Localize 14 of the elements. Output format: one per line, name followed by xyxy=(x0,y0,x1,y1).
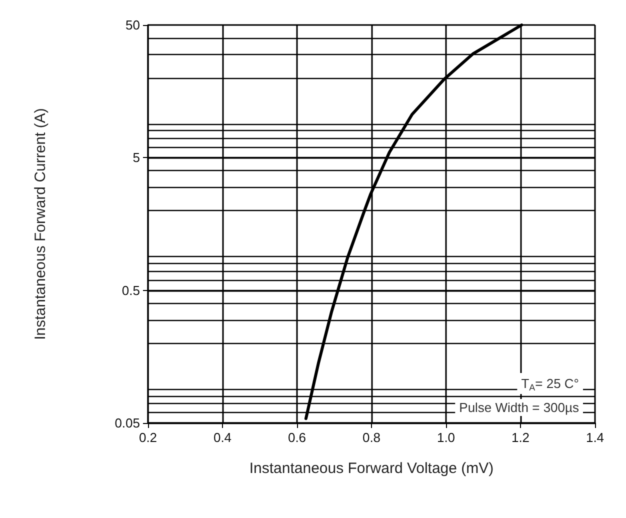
y-axis-title: Instantaneous Forward Current (A) xyxy=(32,108,49,340)
x-tick-label: 0.6 xyxy=(288,430,306,445)
x-tick-label: 0.2 xyxy=(138,430,158,445)
y-tick-label: 0.05 xyxy=(114,416,140,430)
x-tick-label: 1.4 xyxy=(586,430,604,445)
x-tick-label: 0.8 xyxy=(362,430,381,445)
x-tick-label: 1.0 xyxy=(436,430,456,445)
y-tick-label: 5 xyxy=(132,150,140,166)
x-axis-title: Instantaneous Forward Voltage (mV) xyxy=(249,460,494,477)
x-tick-label: 1.2 xyxy=(511,430,530,445)
annotation: Pulse Width = 300µs xyxy=(459,400,580,415)
x-tick-label: 0.4 xyxy=(213,430,232,445)
y-tick-label: 0.5 xyxy=(122,282,140,298)
y-tick-label: 50 xyxy=(126,18,140,32)
